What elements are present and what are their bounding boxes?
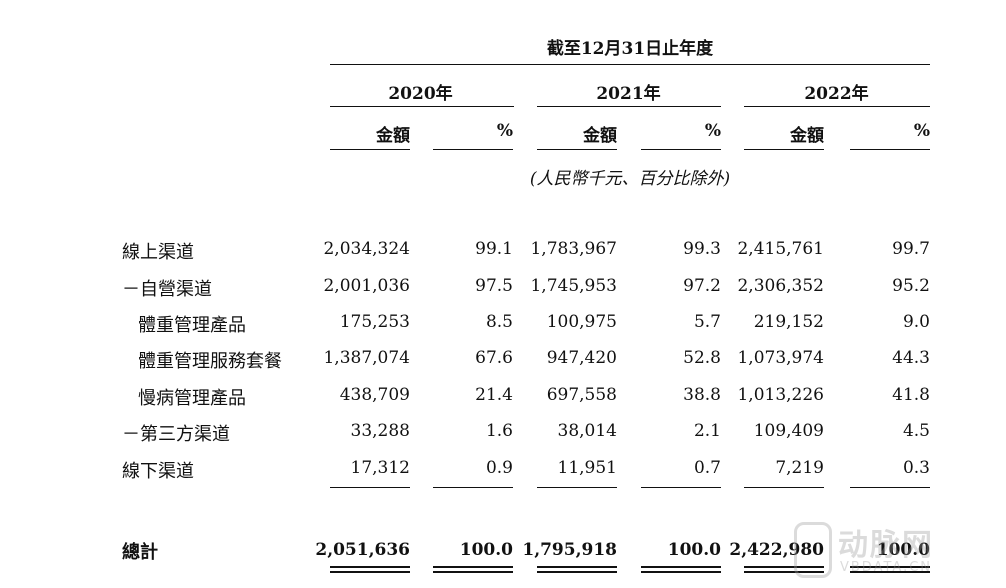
total-double-rule [537, 566, 617, 568]
cell-percent-2020: 21.4 [475, 385, 513, 405]
percent-header-2020: % [496, 121, 513, 141]
cell-amount-2021: 1,745,953 [530, 276, 617, 296]
total-percent-2020: 100.0 [459, 540, 513, 560]
year-2020-heading: 2020年 [388, 84, 453, 104]
amount-header-2021: 金額 [583, 126, 617, 146]
cell-amount-2021: 11,951 [557, 458, 617, 478]
total-double-rule [330, 571, 410, 573]
heading-rule [330, 64, 930, 65]
subtotal-rule [850, 487, 930, 488]
col-rule [850, 149, 930, 150]
cell-percent-2022: 99.7 [892, 239, 930, 259]
total-double-rule [537, 571, 617, 573]
col-rule [537, 149, 617, 150]
cell-percent-2022: 0.3 [902, 458, 930, 478]
total-double-rule [433, 571, 513, 573]
cell-percent-2020: 99.1 [475, 239, 513, 259]
cell-amount-2022: 1,073,974 [737, 348, 824, 368]
cell-percent-2021: 99.3 [683, 239, 721, 259]
total-double-rule [641, 566, 721, 568]
total-double-rule [641, 571, 721, 573]
cell-amount-2021: 1,783,967 [530, 239, 617, 259]
row-label: 線上渠道 [122, 242, 194, 263]
watermark-logo-icon [794, 522, 832, 578]
cell-percent-2022: 41.8 [892, 385, 930, 405]
total-double-rule [330, 566, 410, 568]
cell-percent-2022: 44.3 [892, 348, 930, 368]
total-double-rule [744, 571, 824, 573]
cell-amount-2022: 2,415,761 [737, 239, 824, 259]
subtotal-rule [641, 487, 721, 488]
total-double-rule [744, 566, 824, 568]
total-double-rule [850, 566, 930, 568]
subtotal-rule [537, 487, 617, 488]
cell-percent-2020: 67.6 [475, 348, 513, 368]
row-label: －第三方渠道 [122, 424, 230, 445]
col-rule [330, 149, 410, 150]
unit-note: (人民幣千元、百分比除外) [529, 169, 731, 189]
subtotal-rule [330, 487, 410, 488]
cell-amount-2020: 175,253 [339, 312, 410, 332]
year-2020-rule [330, 106, 514, 107]
total-amount-2020: 2,051,636 [315, 540, 410, 560]
total-double-rule [850, 571, 930, 573]
cell-amount-2020: 2,034,324 [323, 239, 410, 259]
total-label: 總計 [122, 542, 158, 563]
cell-percent-2020: 97.5 [475, 276, 513, 296]
cell-percent-2021: 5.7 [693, 312, 721, 332]
cell-percent-2022: 9.0 [902, 312, 930, 332]
cell-amount-2022: 219,152 [753, 312, 824, 332]
year-2021-heading: 2021年 [596, 84, 661, 104]
cell-percent-2021: 97.2 [683, 276, 721, 296]
total-amount-2022: 2,422,980 [729, 540, 824, 560]
amount-header-2020: 金額 [376, 126, 410, 146]
cell-percent-2021: 0.7 [693, 458, 721, 478]
subtotal-rule [744, 487, 824, 488]
row-label: －自營渠道 [122, 279, 212, 300]
row-label: 體重管理服務套餐 [138, 351, 282, 372]
cell-amount-2022: 1,013,226 [737, 385, 824, 405]
total-amount-2021: 1,795,918 [522, 540, 617, 560]
year-2022-heading: 2022年 [804, 84, 869, 104]
cell-amount-2020: 2,001,036 [323, 276, 410, 296]
cell-percent-2021: 38.8 [683, 385, 721, 405]
cell-amount-2021: 100,975 [546, 312, 617, 332]
cell-amount-2020: 17,312 [350, 458, 410, 478]
col-rule [641, 149, 721, 150]
cell-percent-2021: 2.1 [693, 421, 721, 441]
cell-amount-2020: 1,387,074 [323, 348, 410, 368]
row-label: 體重管理產品 [138, 315, 246, 336]
percent-header-2022: % [913, 121, 930, 141]
cell-amount-2021: 697,558 [546, 385, 617, 405]
col-rule [744, 149, 824, 150]
row-label: 線下渠道 [122, 461, 194, 482]
col-rule [433, 149, 513, 150]
amount-header-2022: 金額 [790, 126, 824, 146]
year-2021-rule [537, 106, 721, 107]
cell-amount-2020: 438,709 [339, 385, 410, 405]
subtotal-rule [433, 487, 513, 488]
total-double-rule [433, 566, 513, 568]
cell-amount-2022: 2,306,352 [737, 276, 824, 296]
year-2022-rule [744, 106, 930, 107]
cell-amount-2020: 33,288 [350, 421, 410, 441]
cell-percent-2022: 4.5 [902, 421, 930, 441]
cell-percent-2022: 95.2 [892, 276, 930, 296]
cell-percent-2020: 0.9 [485, 458, 513, 478]
cell-amount-2022: 7,219 [775, 458, 824, 478]
table-period-heading: 截至12月31日止年度 [546, 39, 714, 59]
cell-amount-2021: 947,420 [546, 348, 617, 368]
total-percent-2021: 100.0 [667, 540, 721, 560]
watermark: 动脉网 VBDATA.CN [790, 518, 1000, 584]
total-percent-2022: 100.0 [876, 540, 930, 560]
cell-percent-2020: 8.5 [485, 312, 513, 332]
percent-header-2021: % [704, 121, 721, 141]
cell-percent-2021: 52.8 [683, 348, 721, 368]
watermark-subtext: VBDATA.CN [840, 560, 933, 575]
cell-percent-2020: 1.6 [485, 421, 513, 441]
row-label: 慢病管理產品 [138, 388, 246, 409]
cell-amount-2022: 109,409 [753, 421, 824, 441]
watermark-text: 动脉网 [838, 528, 934, 563]
cell-amount-2021: 38,014 [557, 421, 617, 441]
